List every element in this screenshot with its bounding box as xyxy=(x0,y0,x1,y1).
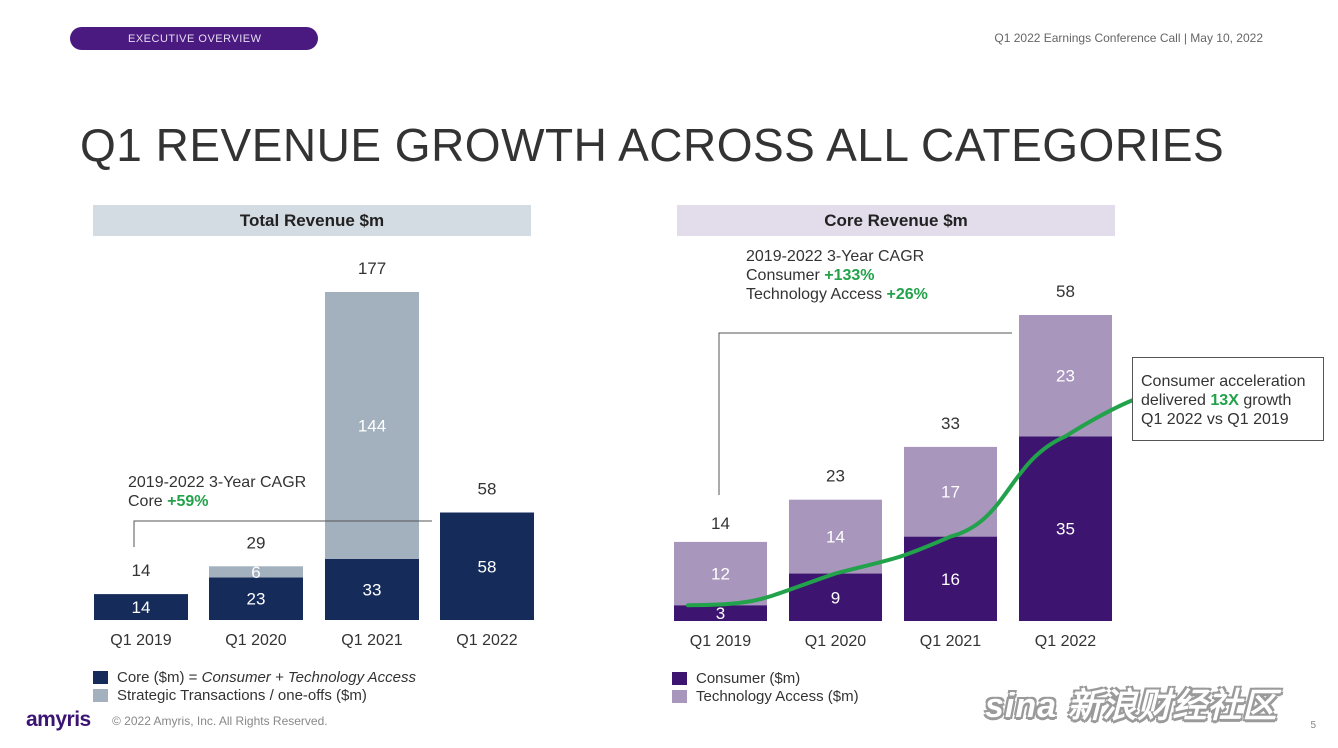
consumer-growth-trend-line xyxy=(686,398,1135,608)
total-data-label-1-2: 144 xyxy=(358,416,386,435)
growth-callout: Consumer acceleration delivered 13X grow… xyxy=(1132,357,1324,441)
core-data-label-0-2: 16 xyxy=(941,570,960,589)
total-total-label-0: 14 xyxy=(132,561,151,580)
core-data-label-0-3: 35 xyxy=(1056,520,1075,539)
legend-item-strategic: Strategic Transactions / one-offs ($m) xyxy=(93,686,416,704)
legend-swatch-core xyxy=(93,670,108,684)
page-number: 5 xyxy=(1310,720,1316,731)
core-tick-label-3: Q1 2022 xyxy=(1035,633,1096,650)
core-bar-base-3 xyxy=(1019,436,1112,621)
core-data-label-1-2: 17 xyxy=(941,483,960,502)
section-pill: EXECUTIVE OVERVIEW xyxy=(70,27,318,50)
core-data-label-1-3: 23 xyxy=(1056,367,1075,386)
total-revenue-legend: Core ($m) = Consumer + Technology Access… xyxy=(93,668,416,704)
total-bar-base-3 xyxy=(440,512,534,620)
total-bar-base-1 xyxy=(209,577,303,620)
total-revenue-title: Total Revenue $m xyxy=(239,210,385,230)
legend-label-core: Core ($m) = Consumer + Technology Access xyxy=(117,668,417,686)
consumer-tech-cagr-annotation: 2019-2022 3-Year CAGR Consumer +133% Tec… xyxy=(746,247,928,304)
core-bar-stack-0 xyxy=(674,541,767,606)
tech-cagr-line: Technology Access +26% xyxy=(746,285,928,304)
consumer-cagr-line: Consumer +133% xyxy=(746,266,928,285)
core-cagr-label: Core xyxy=(128,493,163,510)
total-tick-label-3: Q1 2022 xyxy=(456,632,517,649)
amyris-logo: amyris xyxy=(26,708,91,731)
legend-label-technology: Technology Access ($m) xyxy=(696,687,859,705)
legend-swatch-consumer xyxy=(672,671,687,685)
consumer-cagr-value: +133% xyxy=(824,267,875,284)
callout-growth: growth xyxy=(1243,392,1292,409)
core-data-label-0-0: 3 xyxy=(716,604,725,623)
total-tick-label-0: Q1 2019 xyxy=(110,632,171,649)
callout-delivered: delivered xyxy=(1141,392,1206,409)
total-data-label-0-0: 14 xyxy=(132,598,151,617)
core-total-label-1: 23 xyxy=(826,467,845,486)
sina-watermark: sina 新浪财经社区 xyxy=(985,687,1278,725)
callout-line-2: delivered 13X growth xyxy=(1141,391,1317,410)
core-bar-stack-1 xyxy=(789,499,882,574)
total-bar-stack-2 xyxy=(325,292,419,559)
total-data-label-0-3: 58 xyxy=(478,557,497,576)
total-data-label-0-2: 33 xyxy=(363,580,382,599)
legend-item-core: Core ($m) = Consumer + Technology Access xyxy=(93,668,416,686)
copyright-text: © 2022 Amyris, Inc. All Rights Reserved. xyxy=(112,714,328,728)
core-total-label-0: 14 xyxy=(711,514,730,533)
legend-item-consumer: Consumer ($m) xyxy=(672,669,859,687)
total-data-label-1-1: 6 xyxy=(251,563,260,582)
legend-item-technology: Technology Access ($m) xyxy=(672,687,859,705)
core-cagr-bracket-right xyxy=(718,332,1012,495)
core-cagr-heading: 2019-2022 3-Year CAGR xyxy=(128,474,307,491)
legend-label-strategic: Strategic Transactions / one-offs ($m) xyxy=(117,686,367,704)
slide-title: Q1 REVENUE GROWTH ACROSS ALL CATEGORIES xyxy=(80,119,1225,171)
cagr-heading: 2019-2022 3-Year CAGR xyxy=(746,248,925,265)
conference-info: Q1 2022 Earnings Conference Call | May 1… xyxy=(994,31,1263,45)
core-revenue-header: Core Revenue $m xyxy=(677,205,1115,236)
core-revenue-legend: Consumer ($m) Technology Access ($m) xyxy=(672,669,859,705)
core-cagr-bracket xyxy=(133,520,432,547)
total-total-label-2: 177 xyxy=(358,259,386,278)
core-tick-label-0: Q1 2019 xyxy=(690,633,751,650)
legend-label-consumer: Consumer ($m) xyxy=(696,669,801,687)
total-total-label-1: 29 xyxy=(247,533,266,552)
core-tick-label-2: Q1 2021 xyxy=(920,633,981,650)
section-label: EXECUTIVE OVERVIEW xyxy=(128,32,262,45)
total-bar-stack-1 xyxy=(209,566,303,578)
tech-cagr-label: Technology Access xyxy=(746,286,883,303)
core-tick-label-1: Q1 2020 xyxy=(805,633,866,650)
callout-line-3: Q1 2022 vs Q1 2019 xyxy=(1141,411,1289,428)
core-bar-base-0 xyxy=(674,605,767,621)
core-total-label-3: 58 xyxy=(1056,282,1075,301)
total-tick-label-1: Q1 2020 xyxy=(225,632,286,649)
callout-line-1: Consumer acceleration xyxy=(1141,373,1306,390)
total-data-label-0-1: 23 xyxy=(247,590,266,609)
core-data-label-0-1: 9 xyxy=(831,588,840,607)
total-revenue-header: Total Revenue $m xyxy=(93,205,531,236)
tech-cagr-value: +26% xyxy=(886,286,928,303)
total-total-label-3: 58 xyxy=(478,480,497,499)
core-bar-base-1 xyxy=(789,573,882,621)
core-cagr-value: +59% xyxy=(167,493,209,510)
core-data-label-1-1: 14 xyxy=(826,528,845,547)
callout-multiplier: 13X xyxy=(1210,392,1239,409)
core-data-label-1-0: 12 xyxy=(711,565,730,584)
legend-swatch-technology xyxy=(672,689,687,703)
core-total-label-2: 33 xyxy=(941,414,960,433)
legend-swatch-strategic xyxy=(93,688,108,702)
core-cagr-annotation: 2019-2022 3-Year CAGR Core +59% xyxy=(128,473,306,511)
core-revenue-title: Core Revenue $m xyxy=(824,210,968,230)
core-cagr-line: Core +59% xyxy=(128,492,306,511)
total-bar-base-2 xyxy=(325,558,419,620)
total-tick-label-2: Q1 2021 xyxy=(341,632,402,649)
consumer-cagr-label: Consumer xyxy=(746,267,820,284)
total-bar-base-0 xyxy=(94,594,188,620)
